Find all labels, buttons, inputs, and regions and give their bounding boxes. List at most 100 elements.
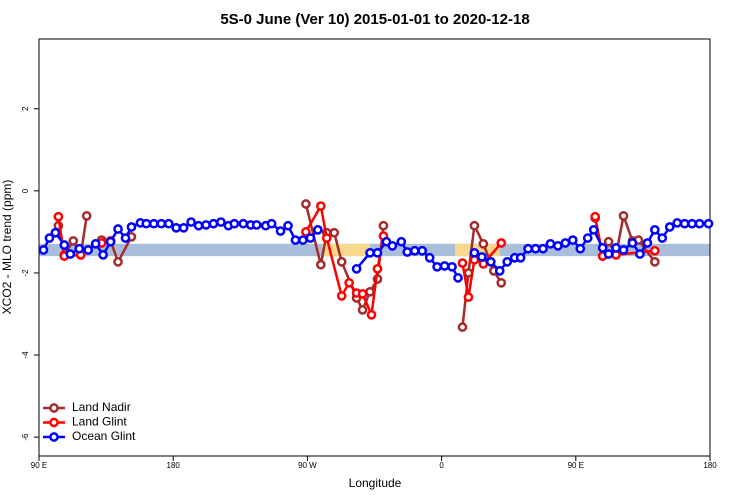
point bbox=[312, 225, 323, 235]
point bbox=[65, 249, 76, 259]
point bbox=[126, 222, 137, 232]
point bbox=[372, 247, 383, 258]
legend-marker bbox=[49, 417, 59, 428]
point bbox=[642, 238, 653, 248]
point bbox=[315, 201, 326, 211]
point bbox=[98, 250, 108, 260]
x-tick-label: 0 bbox=[439, 461, 444, 470]
point bbox=[329, 227, 340, 238]
x-axis-label: Longitude bbox=[349, 476, 402, 490]
point bbox=[301, 227, 311, 237]
point bbox=[469, 220, 480, 231]
point bbox=[597, 243, 608, 253]
point bbox=[266, 218, 277, 229]
point bbox=[283, 220, 293, 231]
y-tick-label: 0 bbox=[21, 188, 30, 193]
point bbox=[336, 291, 347, 301]
point bbox=[344, 277, 355, 288]
x-tick-label: 180 bbox=[703, 461, 717, 470]
point bbox=[208, 218, 219, 229]
point bbox=[186, 217, 196, 227]
point bbox=[611, 243, 621, 253]
point bbox=[378, 220, 389, 231]
point bbox=[672, 218, 683, 228]
point bbox=[336, 257, 347, 267]
point bbox=[59, 240, 70, 250]
point bbox=[603, 249, 614, 259]
point bbox=[83, 245, 94, 255]
point bbox=[649, 225, 660, 235]
point bbox=[193, 220, 204, 231]
point bbox=[679, 218, 690, 229]
point bbox=[321, 233, 332, 243]
point bbox=[567, 235, 578, 245]
point bbox=[351, 263, 362, 274]
point bbox=[238, 218, 249, 229]
point bbox=[68, 236, 79, 246]
point bbox=[560, 238, 571, 248]
point bbox=[315, 259, 326, 270]
point bbox=[417, 245, 428, 256]
point bbox=[163, 218, 174, 229]
point bbox=[635, 249, 645, 259]
point bbox=[251, 220, 262, 230]
point bbox=[463, 292, 474, 303]
point bbox=[590, 211, 601, 222]
point bbox=[298, 235, 308, 245]
point bbox=[477, 252, 487, 262]
point bbox=[618, 211, 629, 221]
point bbox=[148, 218, 159, 229]
point bbox=[156, 218, 167, 229]
x-tick-label: 180 bbox=[167, 461, 181, 470]
point bbox=[53, 211, 64, 222]
point bbox=[357, 289, 368, 299]
point bbox=[657, 233, 668, 243]
point bbox=[113, 257, 123, 267]
point bbox=[575, 243, 586, 254]
point bbox=[171, 222, 182, 233]
y-tick-label: -6 bbox=[21, 433, 30, 441]
y-axis-label: XCO2 - MLO trend (ppm) bbox=[0, 180, 14, 315]
point bbox=[453, 273, 463, 283]
point bbox=[396, 236, 407, 247]
point bbox=[81, 211, 92, 221]
point bbox=[90, 238, 101, 249]
y-tick-label: -2 bbox=[21, 269, 30, 277]
point bbox=[627, 238, 638, 248]
point bbox=[365, 286, 375, 297]
point bbox=[469, 247, 480, 258]
point bbox=[290, 235, 301, 245]
point bbox=[496, 238, 507, 248]
point bbox=[305, 233, 316, 243]
point bbox=[523, 243, 533, 254]
point bbox=[216, 217, 226, 227]
y-tick-label: -4 bbox=[21, 351, 30, 359]
point bbox=[141, 218, 152, 229]
x-tick-label: 90 W bbox=[298, 461, 317, 470]
point bbox=[515, 252, 526, 263]
point bbox=[545, 238, 556, 249]
point bbox=[372, 263, 383, 274]
point bbox=[687, 218, 697, 229]
point bbox=[553, 241, 563, 251]
point bbox=[113, 224, 123, 234]
point bbox=[494, 266, 505, 276]
point bbox=[457, 258, 468, 268]
point bbox=[694, 218, 705, 229]
point bbox=[301, 199, 311, 209]
point bbox=[439, 261, 450, 271]
point bbox=[485, 257, 496, 267]
legend-marker bbox=[49, 432, 59, 442]
point bbox=[447, 261, 457, 272]
point bbox=[365, 247, 375, 258]
point bbox=[229, 218, 240, 229]
point bbox=[649, 257, 660, 267]
point bbox=[588, 225, 599, 235]
y-tick-label: 2 bbox=[21, 106, 30, 111]
legend-label: Ocean Glint bbox=[72, 429, 136, 443]
x-tick-label: 90 E bbox=[568, 461, 584, 470]
point bbox=[538, 243, 548, 254]
point bbox=[703, 218, 714, 229]
point bbox=[582, 233, 593, 243]
plot-frame bbox=[38, 38, 711, 457]
